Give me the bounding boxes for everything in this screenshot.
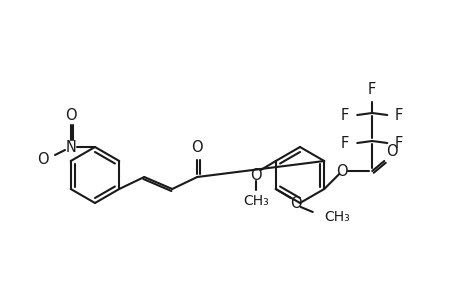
Text: O: O [37,152,49,166]
Text: O: O [336,164,347,178]
Text: N: N [66,140,76,154]
Text: O: O [191,140,202,154]
Text: F: F [394,107,403,122]
Text: CH₃: CH₃ [323,210,349,224]
Text: O: O [249,167,261,182]
Text: F: F [341,107,349,122]
Text: O: O [65,107,77,122]
Text: O: O [386,143,397,158]
Text: F: F [341,136,349,151]
Text: F: F [394,136,403,151]
Text: F: F [367,82,375,97]
Text: CH₃: CH₃ [242,194,268,208]
Text: O: O [289,196,301,211]
